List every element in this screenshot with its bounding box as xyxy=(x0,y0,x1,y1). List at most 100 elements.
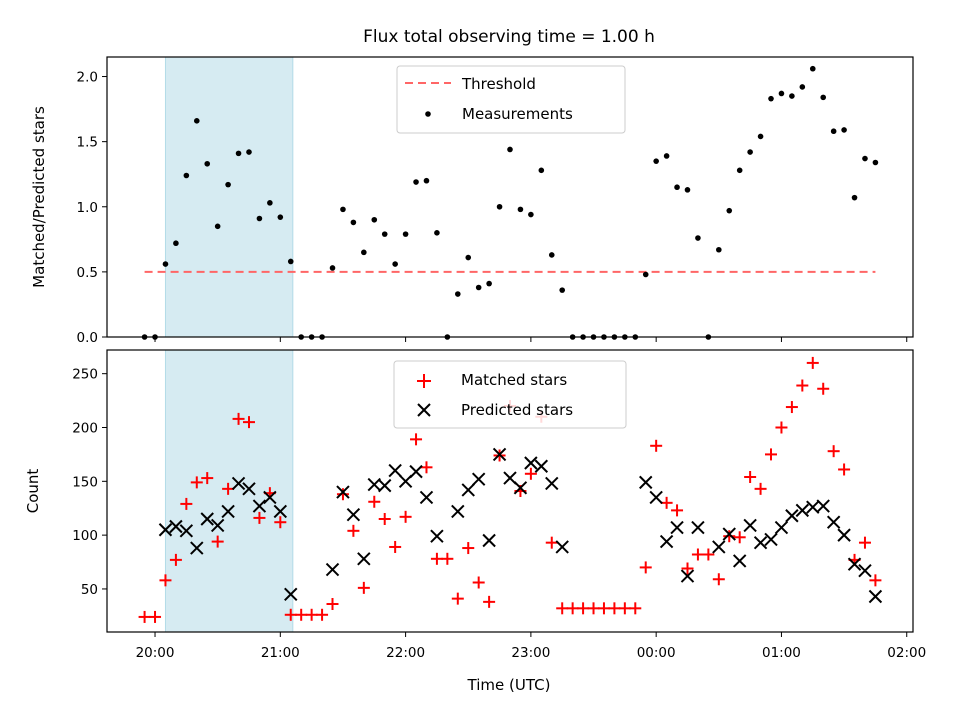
count-y-tick-label: 50 xyxy=(81,582,98,598)
measurement-point xyxy=(528,211,534,218)
predicted-star-marker xyxy=(753,535,768,550)
predicted-star-marker xyxy=(263,490,277,505)
measurement-point xyxy=(486,280,492,287)
matched-star-marker xyxy=(420,461,433,474)
count-panel: 50 100 150 200 250 20:00 21:00 22:00 23:00 00:00… xyxy=(24,349,926,694)
measurement-point xyxy=(841,127,847,133)
ratio-y-tick-label: 0.5 xyxy=(77,265,98,281)
predicted-star-marker xyxy=(325,562,340,577)
ratio-panel-frame xyxy=(106,56,914,338)
predicted-star-marker xyxy=(179,524,194,538)
matched-star-marker xyxy=(838,463,851,476)
predicted-star-marker xyxy=(252,499,267,513)
predicted-star-marker xyxy=(471,472,486,486)
matched-star-marker xyxy=(357,581,370,594)
predicted-star-marker xyxy=(242,482,256,496)
ratio-y-tick-label: 1.0 xyxy=(77,200,98,216)
matched-star-marker xyxy=(451,592,464,605)
predicted-star-marker xyxy=(378,478,392,493)
measurement-point xyxy=(350,219,357,226)
predicted-star-marker xyxy=(357,552,371,566)
matched-star-marker xyxy=(817,382,830,395)
measurement-point xyxy=(287,258,294,265)
predicted-star-marker xyxy=(524,456,538,470)
matched-star-marker xyxy=(702,548,715,561)
predicted-star-marker xyxy=(868,589,883,604)
predicted-star-marker xyxy=(273,504,288,519)
predicted-star-marker xyxy=(482,533,496,548)
matched-star-marker xyxy=(785,401,798,414)
predicted-star-marker xyxy=(639,475,653,490)
measurement-point xyxy=(862,155,868,162)
matched-star-marker xyxy=(253,511,266,524)
matched-star-marker xyxy=(180,497,193,510)
measurement-point xyxy=(235,150,242,157)
matched-star-marker xyxy=(556,602,569,615)
predicted-star-marker xyxy=(712,540,726,554)
predicted-star-marker xyxy=(785,509,799,523)
measurement-point xyxy=(361,249,367,256)
x-tick-label: 23:00 xyxy=(511,645,550,661)
predicted-star-marker xyxy=(545,476,559,491)
ratio-legend-frame xyxy=(396,65,626,134)
matched-star-marker xyxy=(347,524,360,537)
matched-star-marker xyxy=(472,576,485,589)
matched-star-marker xyxy=(190,476,203,489)
measurement-point xyxy=(809,65,816,72)
matched-star-marker xyxy=(639,561,652,574)
measurement-point xyxy=(423,177,430,184)
matched-star-marker xyxy=(316,608,329,621)
predicted-star-marker xyxy=(816,499,830,513)
predicted-star-marker xyxy=(419,490,434,505)
x-tick-label: 02:00 xyxy=(887,645,926,661)
matched-star-marker xyxy=(775,421,788,434)
measurement-point xyxy=(214,223,221,230)
predicted-star-marker xyxy=(680,569,695,583)
predicted-star-marker xyxy=(451,504,465,519)
measurement-point xyxy=(747,149,753,155)
predicted-star-marker xyxy=(847,557,862,571)
matched-star-marker xyxy=(858,536,871,549)
measurement-point xyxy=(402,231,409,237)
measurement-point xyxy=(548,252,555,258)
predicted-star-marker xyxy=(169,519,183,534)
count-y-tick-label: 250 xyxy=(72,367,98,383)
measurement-point xyxy=(507,146,513,153)
measurement-point xyxy=(695,235,701,241)
matched-star-marker xyxy=(305,608,318,621)
measurement-point xyxy=(267,200,273,206)
measurement-point xyxy=(653,158,659,164)
predicted-star-marker xyxy=(659,534,674,549)
matched-star-marker xyxy=(336,488,349,501)
legend-measurements-swatch xyxy=(425,111,431,117)
shaded-interval-bottom xyxy=(164,349,294,633)
measurement-point xyxy=(820,94,827,101)
matched-star-marker xyxy=(618,602,631,615)
matched-star-marker xyxy=(733,531,746,544)
ratio-y-tick-label: 2.0 xyxy=(77,70,98,86)
count-legend: Matched stars Predicted stars xyxy=(393,360,627,429)
ratio-y-tick-label: 0.0 xyxy=(77,330,98,346)
predicted-star-marker xyxy=(513,481,528,495)
matched-star-marker xyxy=(201,472,214,485)
matched-star-marker xyxy=(211,535,224,548)
matched-star-marker xyxy=(796,379,809,392)
matched-star-marker xyxy=(326,598,339,611)
matched-star-marker xyxy=(608,602,621,615)
measurement-point xyxy=(475,284,482,291)
measurement-point xyxy=(371,216,378,223)
x-tick-label: 20:00 xyxy=(136,645,175,661)
measurement-point xyxy=(225,181,231,188)
predicted-star-marker xyxy=(231,476,246,491)
matched-star-marker xyxy=(577,602,590,615)
matched-star-marker xyxy=(274,516,287,529)
predicted-star-marker xyxy=(732,554,747,568)
x-tick-label: 21:00 xyxy=(261,645,300,661)
measurement-point xyxy=(173,240,179,247)
predicted-star-marker xyxy=(388,463,402,478)
matched-star-marker xyxy=(827,445,840,458)
predicted-star-marker xyxy=(200,512,214,526)
measurement-point xyxy=(454,291,461,297)
ratio-legend: Threshold Measurements xyxy=(396,65,626,134)
matched-star-marker xyxy=(566,602,579,615)
